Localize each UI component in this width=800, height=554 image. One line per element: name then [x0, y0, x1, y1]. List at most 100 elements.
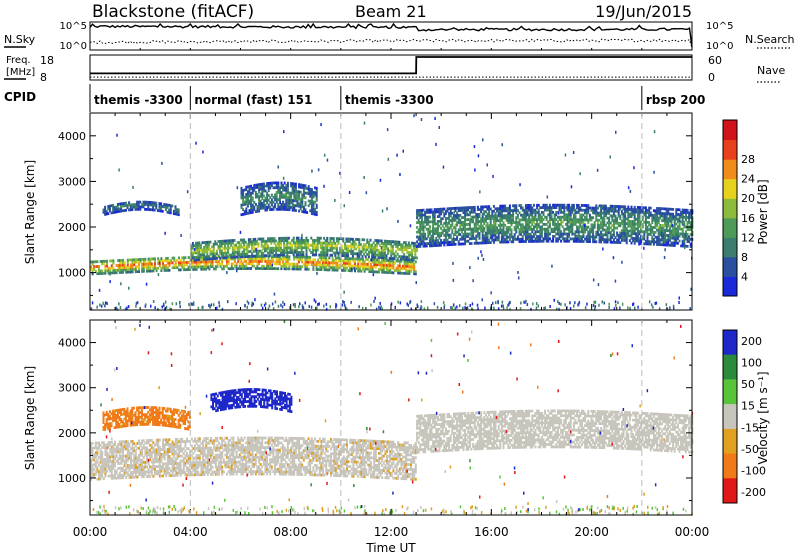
data-cell: [347, 262, 350, 265]
data-cell: [627, 212, 630, 216]
data-cell: [531, 220, 534, 224]
data-cell: [617, 205, 620, 208]
data-cell: [480, 250, 482, 254]
data-cell: [568, 235, 571, 238]
data-cell: [464, 211, 467, 214]
data-cell: [123, 261, 126, 265]
data-cell: [660, 243, 663, 247]
data-cell: [637, 305, 639, 309]
data-cell: [182, 258, 185, 262]
data-cell: [438, 243, 441, 247]
data-cell: [220, 254, 223, 258]
data-cell: [206, 252, 209, 256]
data-cell: [266, 191, 269, 195]
data-cell: [486, 234, 489, 237]
data-cell: [137, 200, 140, 204]
data-cell: [397, 264, 400, 268]
data-cell: [187, 265, 190, 269]
data-cell: [657, 209, 659, 213]
data-cell: [315, 210, 318, 214]
data-cell: [545, 227, 548, 231]
data-cell: [646, 225, 649, 229]
data-cell: [366, 258, 369, 261]
data-cell: [176, 208, 179, 211]
data-cell: [475, 241, 478, 245]
data-cell: [416, 226, 419, 229]
data-cell: [293, 265, 296, 268]
data-cell: [564, 237, 567, 241]
data-cell: [190, 244, 193, 248]
data-cell: [492, 205, 495, 208]
data-cell: [363, 260, 366, 264]
data-cell: [242, 189, 245, 192]
data-cell: [636, 232, 639, 236]
data-cell: [566, 203, 569, 207]
data-cell: [236, 250, 239, 254]
data-cell: [417, 221, 420, 224]
data-cell: [494, 212, 497, 215]
data-cell: [361, 245, 364, 249]
data-cell: [258, 195, 261, 199]
data-cell: [464, 242, 467, 246]
data-cell: [327, 244, 330, 247]
data-cell: [681, 223, 684, 226]
data-cell: [537, 218, 540, 222]
data-cell: [102, 301, 104, 305]
data-cell: [609, 233, 612, 237]
data-cell: [262, 264, 265, 268]
data-cell: [512, 218, 515, 222]
data-cell: [630, 210, 633, 214]
data-cell: [596, 233, 599, 236]
data-cell: [552, 220, 555, 224]
data-cell: [563, 206, 566, 209]
data-cell: [317, 168, 320, 172]
data-cell: [364, 245, 367, 249]
data-cell: [544, 215, 547, 219]
data-cell: [512, 221, 515, 224]
data-cell: [407, 253, 410, 257]
data-cell: [416, 214, 419, 217]
data-cell: [635, 232, 638, 236]
data-cell: [663, 256, 666, 259]
data-cell: [668, 236, 671, 240]
data-cell: [161, 161, 163, 165]
data-cell: [205, 267, 208, 271]
data-cell: [152, 203, 155, 207]
data-cell: [561, 215, 564, 219]
data-cell: [108, 204, 111, 208]
data-cell: [383, 244, 386, 248]
data-cell: [688, 216, 691, 219]
data-cell: [652, 240, 655, 244]
data-cell: [331, 237, 334, 240]
data-cell: [365, 265, 368, 268]
data-cell: [277, 198, 280, 202]
data-cell: [537, 215, 540, 219]
data-cell: [403, 259, 406, 263]
data-cell: [387, 261, 390, 265]
data-cell: [616, 233, 619, 237]
data-cell: [515, 204, 518, 208]
data-cell: [508, 228, 511, 232]
data-cell: [307, 255, 310, 259]
data-cell: [174, 259, 177, 262]
data-cell: [220, 239, 223, 243]
data-cell: [611, 207, 614, 211]
data-cell: [246, 204, 249, 208]
data-cell: [207, 257, 210, 261]
data-cell: [435, 239, 438, 243]
data-cell: [640, 242, 643, 245]
data-cell: [366, 238, 369, 242]
data-cell: [598, 218, 601, 222]
data-cell: [236, 186, 239, 190]
data-cell: [517, 271, 519, 274]
data-cell: [520, 204, 523, 207]
data-cell: [339, 246, 342, 250]
data-cell: [681, 244, 684, 248]
data-cell: [422, 228, 425, 231]
data-cell: [464, 213, 467, 217]
data-cell: [519, 307, 522, 310]
data-cell: [411, 262, 414, 266]
data-cell: [315, 206, 318, 209]
data-cell: [379, 251, 382, 255]
data-cell: [505, 238, 508, 241]
